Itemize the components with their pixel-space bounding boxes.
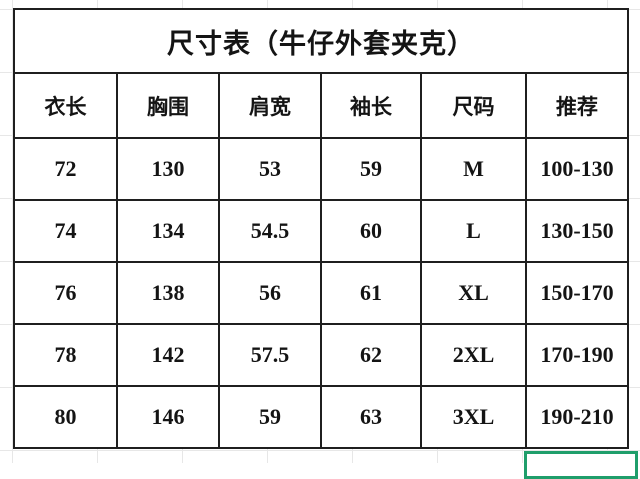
column-header-3: 袖长 bbox=[320, 72, 422, 139]
table-row: 76 138 56 61 XL 150-170 bbox=[13, 261, 630, 325]
table-cell: 80 bbox=[13, 385, 118, 449]
table-row: 72 130 53 59 M 100-130 bbox=[13, 137, 630, 201]
table-cell: 138 bbox=[116, 261, 220, 325]
table-cell: 130-150 bbox=[524, 199, 630, 263]
size-chart-table: 尺寸表（牛仔外套夹克） 衣长 胸围 肩宽 袖长 尺码 推荐 72 130 53 59 M 100-1… bbox=[12, 8, 630, 449]
table-cell: L bbox=[420, 199, 527, 263]
table-cell: M bbox=[420, 137, 527, 201]
table-cell: 53 bbox=[218, 137, 322, 201]
title-row: 尺寸表（牛仔外套夹克） bbox=[12, 8, 630, 74]
table-cell: 61 bbox=[320, 261, 422, 325]
table-cell: 100-130 bbox=[524, 137, 630, 201]
table-cell: 78 bbox=[13, 323, 118, 387]
table-cell: 59 bbox=[320, 137, 422, 201]
table-row: 80 146 59 63 3XL 190-210 bbox=[13, 385, 630, 449]
table-cell: 57.5 bbox=[218, 323, 322, 387]
table-cell: XL bbox=[420, 261, 527, 325]
table-cell: 130 bbox=[116, 137, 220, 201]
active-cell-selection[interactable] bbox=[524, 451, 638, 479]
table-cell: 59 bbox=[218, 385, 322, 449]
table-cell: 150-170 bbox=[524, 261, 630, 325]
table-cell: 3XL bbox=[420, 385, 527, 449]
column-header-1: 胸围 bbox=[116, 72, 220, 139]
header-row: 衣长 胸围 肩宽 袖长 尺码 推荐 bbox=[13, 72, 630, 139]
table-cell: 190-210 bbox=[524, 385, 630, 449]
table-cell: 60 bbox=[320, 199, 422, 263]
table-cell: 56 bbox=[218, 261, 322, 325]
column-header-4: 尺码 bbox=[420, 72, 527, 139]
table-cell: 170-190 bbox=[524, 323, 630, 387]
table-cell: 146 bbox=[116, 385, 220, 449]
column-header-5: 推荐 bbox=[524, 72, 630, 139]
column-header-0: 衣长 bbox=[13, 72, 118, 139]
table-cell: 63 bbox=[320, 385, 422, 449]
table-cell: 2XL bbox=[420, 323, 527, 387]
table-title: 尺寸表（牛仔外套夹克） bbox=[12, 8, 630, 74]
table-cell: 54.5 bbox=[218, 199, 322, 263]
table-cell: 76 bbox=[13, 261, 118, 325]
table-cell: 72 bbox=[13, 137, 118, 201]
column-header-2: 肩宽 bbox=[218, 72, 322, 139]
table-cell: 62 bbox=[320, 323, 422, 387]
table-row: 78 142 57.5 62 2XL 170-190 bbox=[13, 323, 630, 387]
table-cell: 142 bbox=[116, 323, 220, 387]
table-row: 74 134 54.5 60 L 130-150 bbox=[13, 199, 630, 263]
table-cell: 134 bbox=[116, 199, 220, 263]
table-cell: 74 bbox=[13, 199, 118, 263]
